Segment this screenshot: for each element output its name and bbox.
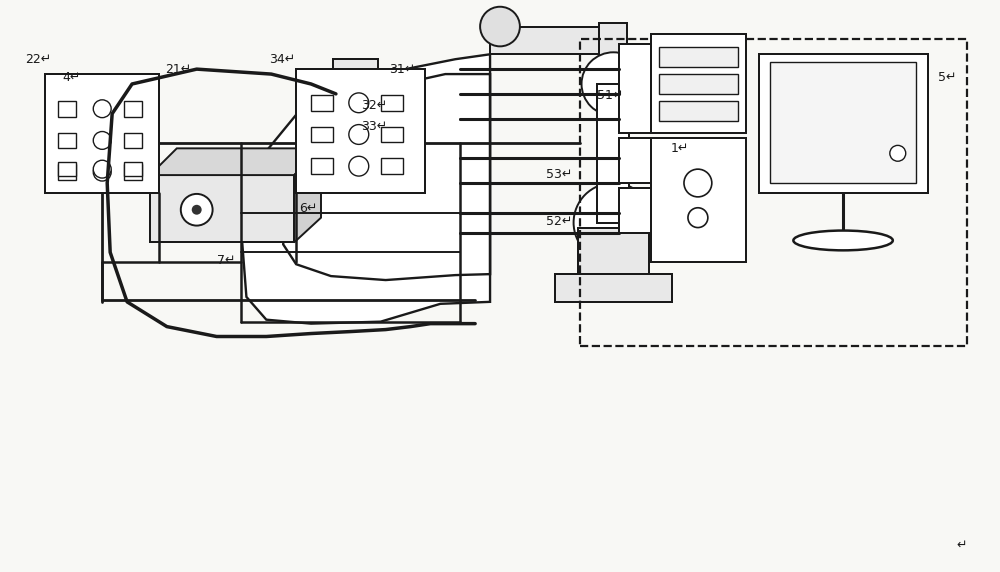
Bar — [351, 80, 365, 94]
Bar — [597, 84, 629, 223]
Bar — [58, 162, 76, 176]
Bar — [296, 69, 425, 193]
Polygon shape — [294, 148, 321, 243]
Bar — [659, 101, 738, 121]
Bar — [619, 138, 651, 183]
Bar — [770, 62, 916, 183]
Bar — [338, 82, 366, 100]
Text: 32↵: 32↵ — [361, 99, 387, 112]
Bar — [490, 26, 609, 54]
Bar — [659, 47, 738, 67]
Bar — [311, 158, 333, 174]
Bar — [58, 101, 76, 117]
Text: 1↵: 1↵ — [671, 142, 689, 155]
Bar — [651, 34, 746, 133]
Bar — [555, 274, 672, 302]
Bar — [619, 188, 651, 233]
Circle shape — [480, 7, 520, 46]
Bar — [45, 74, 159, 193]
Circle shape — [684, 169, 712, 197]
Bar — [341, 100, 363, 153]
Bar — [331, 80, 349, 96]
Text: 34↵: 34↵ — [269, 53, 296, 66]
Bar — [659, 74, 738, 94]
Text: 52↵: 52↵ — [546, 214, 572, 228]
Text: 21↵: 21↵ — [165, 63, 191, 76]
Bar — [651, 138, 746, 262]
Bar — [619, 45, 651, 133]
Bar — [580, 39, 967, 347]
Bar — [599, 22, 627, 58]
Bar — [338, 82, 366, 100]
Bar — [578, 228, 649, 277]
Bar — [45, 74, 159, 193]
Circle shape — [574, 183, 653, 262]
Bar — [619, 45, 651, 133]
Bar — [759, 54, 928, 193]
Ellipse shape — [793, 231, 893, 251]
Circle shape — [890, 145, 906, 161]
Bar — [124, 133, 142, 148]
Text: 5↵: 5↵ — [938, 71, 956, 84]
Bar — [381, 95, 403, 111]
Bar — [345, 152, 359, 178]
Circle shape — [349, 156, 369, 176]
Bar — [124, 101, 142, 117]
Circle shape — [93, 163, 111, 181]
Circle shape — [93, 100, 111, 118]
Circle shape — [688, 208, 708, 228]
Bar — [597, 84, 629, 223]
Bar — [124, 164, 142, 180]
Text: 6↵: 6↵ — [299, 202, 317, 214]
Text: ↵: ↵ — [957, 538, 967, 551]
Bar — [124, 162, 142, 176]
Circle shape — [181, 194, 213, 225]
Bar — [351, 80, 365, 94]
Bar — [381, 126, 403, 142]
Circle shape — [93, 132, 111, 149]
Bar — [599, 22, 627, 58]
Bar — [296, 69, 425, 193]
Bar — [311, 95, 333, 111]
Bar — [381, 158, 403, 174]
Bar — [58, 133, 76, 148]
Text: 33↵: 33↵ — [361, 121, 387, 133]
Text: 22↵: 22↵ — [25, 53, 51, 66]
Circle shape — [349, 125, 369, 144]
Bar — [619, 188, 651, 233]
Text: 53↵: 53↵ — [546, 168, 572, 181]
Circle shape — [582, 52, 645, 116]
Text: 7↵: 7↵ — [217, 254, 235, 267]
Polygon shape — [150, 148, 321, 175]
Bar — [341, 100, 363, 153]
Text: 4↵: 4↵ — [62, 71, 81, 84]
Bar — [150, 175, 294, 243]
Bar — [651, 34, 746, 133]
Bar — [331, 80, 349, 96]
Circle shape — [349, 93, 369, 113]
Bar — [311, 126, 333, 142]
Bar — [578, 228, 649, 277]
Bar — [619, 138, 651, 183]
Bar — [490, 26, 609, 54]
Bar — [333, 59, 378, 79]
Bar — [651, 138, 746, 262]
Bar — [333, 59, 378, 79]
Text: 51↵: 51↵ — [597, 89, 624, 102]
Bar — [345, 152, 359, 178]
Bar — [58, 164, 76, 180]
Circle shape — [192, 205, 202, 214]
Polygon shape — [241, 54, 490, 324]
Bar — [759, 54, 928, 193]
Bar — [555, 274, 672, 302]
Circle shape — [93, 160, 111, 178]
Bar — [150, 175, 294, 243]
Text: 31↵: 31↵ — [389, 63, 415, 76]
